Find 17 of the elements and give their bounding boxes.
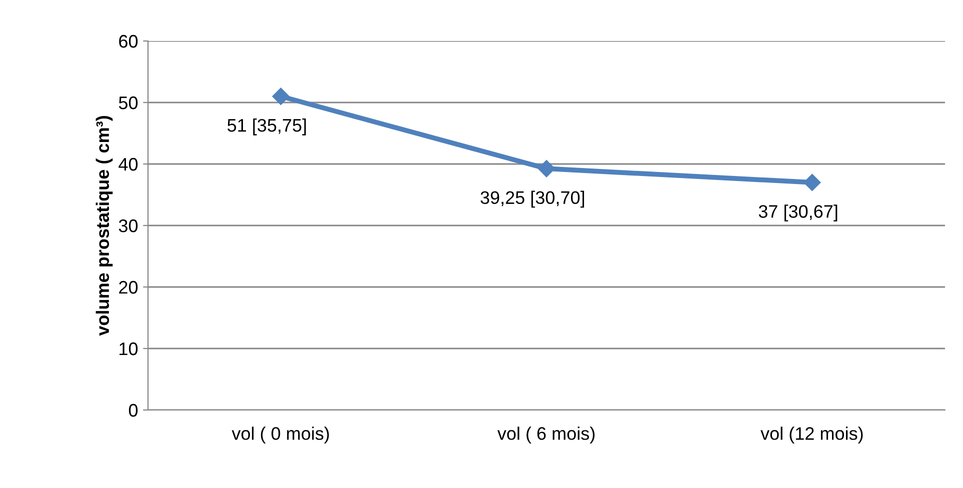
point — [272, 88, 290, 105]
y-tick-label: 30 — [118, 219, 138, 232]
data-label: 39,25 [30,70] — [480, 190, 584, 208]
y-tick-label: 50 — [118, 96, 138, 110]
data-label: 51 [35,75] — [228, 118, 306, 136]
y-tick-label: 60 — [119, 34, 138, 48]
point — [538, 160, 556, 178]
y-tick-label: 10 — [120, 342, 138, 356]
data-label: 37 [30,67] — [758, 204, 838, 222]
y-tick-label: 20 — [119, 280, 138, 294]
y-tick-label: 0 — [128, 404, 138, 417]
x-tick-label: vol (12 mois) — [760, 426, 863, 444]
x-tick-label: vol ( 0 mois) — [232, 426, 329, 444]
y-axis-title: volume prostatique ( cm³) — [96, 116, 113, 336]
point — [804, 174, 821, 191]
x-tick-label: vol ( 6 mois) — [497, 426, 595, 444]
y-tick-label: 40 — [118, 158, 138, 171]
